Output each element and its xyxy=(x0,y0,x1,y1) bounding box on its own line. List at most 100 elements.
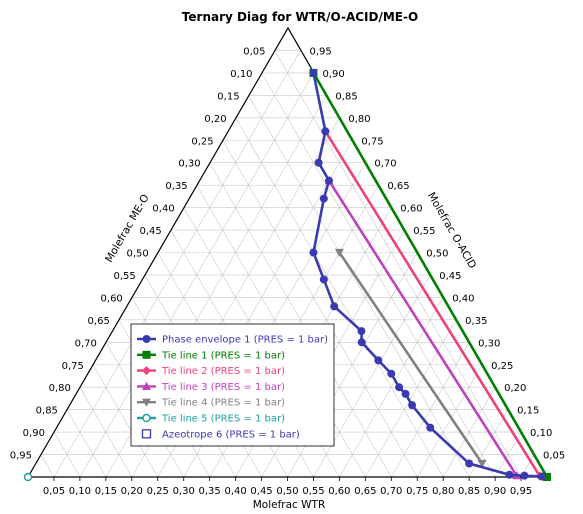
data-point xyxy=(426,423,435,432)
grid-line xyxy=(40,454,55,478)
legend-marker xyxy=(142,381,151,390)
data-point xyxy=(314,158,323,167)
grid-line xyxy=(222,140,418,478)
tick-label-right: 0,55 xyxy=(413,226,435,237)
legend-item: Tie line 3 (PRES = 1 bar) xyxy=(137,381,285,393)
data-point xyxy=(395,383,404,392)
data-point xyxy=(319,194,328,203)
tick-label-right: 0,70 xyxy=(374,159,396,170)
tick-label-bottom: 0,05 xyxy=(43,486,65,497)
data-point xyxy=(408,401,417,410)
series-line xyxy=(338,251,484,465)
tick-label-bottom: 0,25 xyxy=(147,486,169,497)
tick-label-bottom: 0,35 xyxy=(199,486,221,497)
tick-label-right: 0,15 xyxy=(517,406,539,417)
legend-label: Tie line 3 (PRES = 1 bar) xyxy=(161,382,285,393)
data-point xyxy=(401,389,410,398)
grid-line xyxy=(53,50,301,478)
data-point xyxy=(505,470,514,479)
grid-line xyxy=(468,409,509,478)
data-point xyxy=(330,302,339,311)
tick-label-bottom: 0,95 xyxy=(510,486,532,497)
grid-line xyxy=(416,364,483,478)
tick-label-left: 0,50 xyxy=(126,249,148,260)
tick-label-bottom: 0,75 xyxy=(406,486,428,497)
bottom-axis-label: Molefrac WTR xyxy=(253,499,326,511)
tick-label-bottom: 0,40 xyxy=(224,486,246,497)
tick-label-left: 0,60 xyxy=(101,293,123,304)
tick-label-right: 0,85 xyxy=(335,91,357,102)
tick-label-bottom: 0,65 xyxy=(354,486,376,497)
tick-label-left: 0,10 xyxy=(230,69,252,80)
tick-label-left: 0,80 xyxy=(49,383,71,394)
tick-label-left: 0,65 xyxy=(88,316,110,327)
legend-item: Tie line 2 (PRES = 1 bar) xyxy=(137,366,285,377)
data-point xyxy=(357,338,366,347)
grid-line xyxy=(248,95,470,478)
tick-label-left: 0,95 xyxy=(10,451,32,462)
series-1 xyxy=(309,68,547,481)
legend-item: Phase envelope 1 (PRES = 1 bar) xyxy=(137,335,328,346)
tick-label-bottom: 0,20 xyxy=(121,486,143,497)
data-point xyxy=(321,127,330,136)
tick-label-bottom: 0,55 xyxy=(302,486,324,497)
tick-label-left: 0,35 xyxy=(165,181,187,192)
legend-marker xyxy=(142,413,151,423)
data-point xyxy=(334,248,344,257)
legend-marker xyxy=(142,398,151,407)
data-point xyxy=(543,473,551,481)
legend: Phase envelope 1 (PRES = 1 bar) Tie line … xyxy=(130,323,335,447)
tick-label-bottom: 0,90 xyxy=(484,486,506,497)
tick-label-right: 0,50 xyxy=(426,249,448,260)
legend-marker xyxy=(142,335,151,343)
tick-label-left: 0,90 xyxy=(23,428,45,439)
legend-label: Azeotrope 6 (PRES = 1 bar) xyxy=(162,429,300,440)
tick-label-right: 0,65 xyxy=(387,181,409,192)
data-point xyxy=(357,327,366,336)
tick-label-bottom: 0,30 xyxy=(173,486,195,497)
tick-label-left: 0,55 xyxy=(114,271,136,282)
tick-label-right: 0,35 xyxy=(465,316,487,327)
legend-marker xyxy=(142,350,151,359)
grid-line xyxy=(92,364,159,478)
tick-label-left: 0,75 xyxy=(62,361,84,372)
tick-label-right: 0,20 xyxy=(504,383,526,394)
legend-label: Tie line 2 (PRES = 1 bar) xyxy=(161,366,285,377)
tick-label-bottom: 0,85 xyxy=(458,486,480,497)
tick-labels: 0,05 0,05 0,05 0,10 0,10 0,10 0,15 0,15 0,15 0,20… xyxy=(10,46,566,497)
tick-label-left: 0,70 xyxy=(75,338,97,349)
tick-label-bottom: 0,60 xyxy=(328,486,350,497)
legend-item: Azeotrope 6 (PRES = 1 bar) xyxy=(141,429,300,440)
legend-label: Tie line 1 (PRES = 1 bar) xyxy=(161,350,285,361)
legend-label: Tie line 4 (PRES = 1 bar) xyxy=(161,398,285,409)
data-point xyxy=(465,459,474,468)
series-layer xyxy=(23,68,551,482)
grid-line xyxy=(274,50,522,478)
tick-label-bottom: 0,80 xyxy=(432,486,454,497)
tick-label-right: 0,75 xyxy=(361,136,383,147)
tick-label-right: 0,45 xyxy=(439,271,461,282)
grid-line xyxy=(391,342,470,478)
data-point xyxy=(325,176,334,185)
chart-title: Ternary Diag for WTR/O-ACID/ME-O xyxy=(182,10,418,24)
grid-line xyxy=(339,297,444,478)
grid-line xyxy=(66,409,107,478)
grid-line xyxy=(79,387,133,478)
tick-label-right: 0,60 xyxy=(400,204,422,215)
tick-label-right: 0,40 xyxy=(452,293,474,304)
data-point xyxy=(309,248,318,257)
legend-label: Phase envelope 1 (PRES = 1 bar) xyxy=(162,335,328,346)
series-4 xyxy=(324,176,522,480)
series-line xyxy=(327,179,518,477)
tick-label-bottom: 0,50 xyxy=(276,486,298,497)
tick-label-bottom: 0,15 xyxy=(95,486,117,497)
series-line xyxy=(324,130,541,477)
tick-label-left: 0,15 xyxy=(217,91,239,102)
data-point xyxy=(520,471,529,480)
tick-label-right: 0,30 xyxy=(478,338,500,349)
legend-marker xyxy=(142,366,151,376)
series-line xyxy=(312,72,549,478)
tick-label-left: 0,05 xyxy=(243,46,265,57)
tick-label-right: 0,95 xyxy=(309,46,331,57)
